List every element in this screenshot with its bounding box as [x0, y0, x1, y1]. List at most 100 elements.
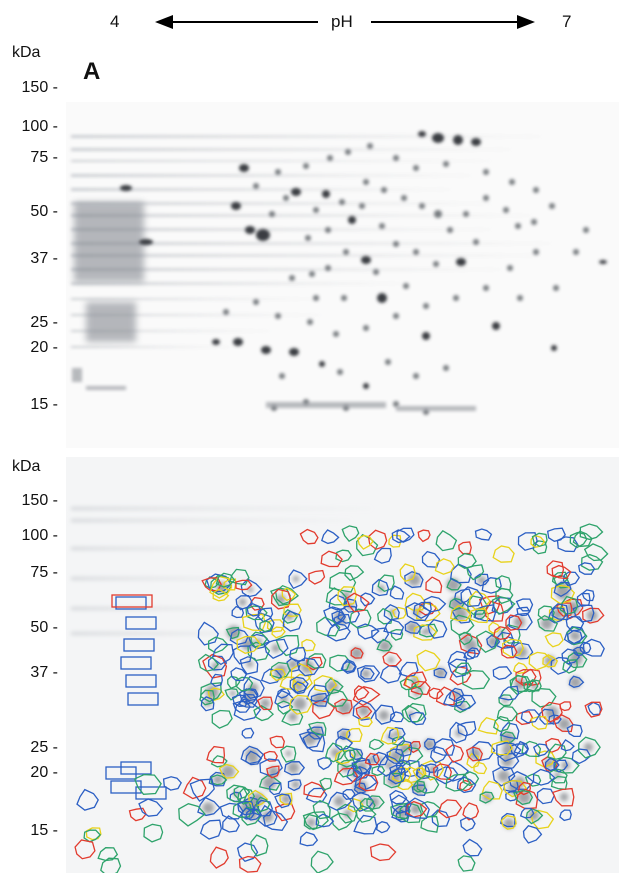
spot-outline	[270, 588, 292, 610]
spot-outline	[259, 758, 283, 777]
gel-a-svg	[66, 102, 619, 448]
spot-outline	[346, 764, 364, 783]
gel-spot	[476, 611, 483, 619]
spot-outline	[353, 685, 370, 701]
spot-outline	[466, 752, 480, 769]
gel-spot	[569, 676, 582, 689]
spot-outline	[389, 789, 408, 805]
spot-outline	[549, 768, 568, 784]
spot-outline	[369, 843, 397, 862]
gel-spot	[288, 712, 298, 722]
spot-outline	[266, 765, 280, 779]
spot-outline	[474, 528, 493, 541]
spot-outline	[509, 674, 529, 693]
spot-outline	[458, 633, 483, 655]
spot-outline	[298, 731, 322, 749]
spot-outline	[206, 745, 226, 764]
spot-outline	[542, 654, 559, 668]
spot-outline	[550, 584, 576, 605]
panel-a-tick-150: 150 -	[21, 79, 58, 96]
spot-outline	[207, 655, 228, 671]
spot-outline	[327, 688, 348, 708]
spot-outline	[337, 586, 357, 607]
spot-outline	[398, 746, 424, 766]
gel-spot	[291, 780, 300, 789]
spot-outline	[566, 629, 583, 645]
spot-outline	[236, 635, 262, 654]
spot-outline	[235, 595, 253, 611]
spot-outline	[559, 595, 579, 615]
spot-outline	[579, 523, 604, 541]
spot-outline	[383, 618, 405, 636]
spot-outline	[520, 709, 541, 724]
spot-outline	[435, 529, 458, 552]
spot-outline	[433, 667, 448, 679]
spot-outline	[466, 647, 481, 659]
spot-outline	[422, 595, 447, 613]
spot-outline	[405, 602, 432, 621]
spot-outline	[553, 581, 572, 598]
spot-outline	[405, 800, 428, 818]
gel-spot	[561, 761, 571, 770]
spot-outline	[288, 694, 313, 715]
spot-outline	[333, 767, 359, 786]
spot-outline	[569, 531, 588, 549]
spot-outline	[263, 750, 278, 762]
spot-outline	[371, 578, 390, 597]
spot-outline	[473, 761, 488, 775]
spot-outline	[446, 577, 462, 591]
spot-outline	[509, 675, 533, 696]
spot-outline	[435, 686, 456, 706]
gel-spot	[566, 601, 580, 615]
spot-outline	[500, 731, 517, 744]
gel-spot	[558, 718, 571, 730]
spot-outline	[498, 694, 514, 707]
spot-outline	[274, 689, 295, 709]
spot-outline	[430, 746, 448, 764]
spot-outline	[565, 615, 585, 632]
spot-outline	[236, 842, 259, 863]
spot-outline	[468, 590, 491, 611]
spot-outline	[241, 613, 266, 632]
spot-outline	[83, 829, 102, 843]
spot-outline	[218, 763, 240, 779]
panel-a-tick-100: 100 -	[21, 118, 58, 135]
spot-outline	[462, 838, 483, 857]
spot-outline	[306, 726, 324, 740]
spot-outline	[584, 701, 603, 718]
spot-outline	[457, 552, 477, 569]
gel-spot	[306, 818, 316, 827]
spot-outline	[568, 675, 585, 688]
spot-outline	[579, 641, 592, 655]
panel-a-gel-image	[66, 102, 619, 448]
spot-outline	[457, 720, 477, 737]
spot-outline	[372, 751, 389, 766]
gel-spot	[421, 629, 428, 636]
gel-spot	[406, 621, 419, 634]
spot-outline	[248, 633, 271, 650]
panel-a-tick-75: 75 -	[30, 149, 58, 166]
spot-outline	[246, 602, 262, 617]
spot-outline	[347, 797, 365, 813]
spot-outline	[120, 656, 152, 670]
spot-outline	[359, 797, 376, 812]
spot-outline	[427, 618, 448, 639]
spot-outline	[341, 525, 360, 543]
spot-outline	[578, 736, 601, 759]
spot-outline	[310, 692, 329, 707]
spot-outline	[76, 788, 99, 811]
spot-outline	[135, 786, 167, 800]
spot-outline	[351, 759, 371, 775]
gel-spot	[287, 761, 300, 774]
spot-outline	[548, 714, 562, 725]
spot-outline	[240, 745, 265, 765]
spot-outline	[111, 594, 153, 608]
spot-outline	[577, 562, 596, 575]
panel-a-tick-37: 37 -	[30, 250, 58, 267]
spot-outline	[303, 781, 327, 798]
spot-outline	[341, 658, 357, 675]
spot-outline	[519, 807, 535, 819]
spot-outline	[237, 800, 255, 816]
spot-outline	[315, 813, 335, 828]
spot-outline	[544, 757, 560, 772]
